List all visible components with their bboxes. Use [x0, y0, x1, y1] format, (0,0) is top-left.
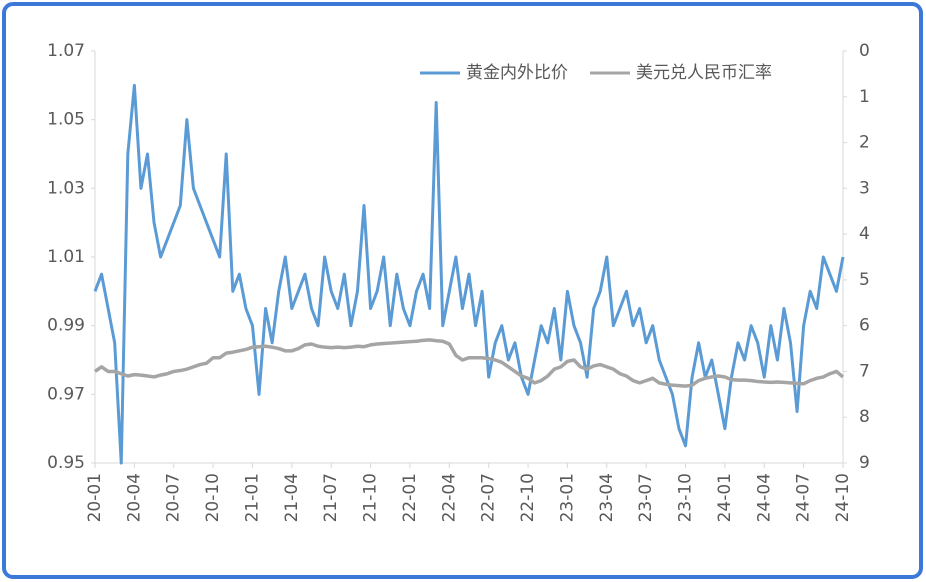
y2-tick-label: 9	[859, 453, 870, 473]
y2-tick-label: 6	[859, 316, 870, 336]
y-tick-label: 0.95	[47, 453, 85, 473]
x-tick-label: 22-10	[518, 473, 538, 522]
y-tick-label: 0.99	[47, 316, 85, 336]
y-tick-label: 1.07	[47, 41, 85, 61]
x-tick-label: 21-04	[282, 473, 302, 522]
y-tick-label: 0.97	[47, 384, 85, 404]
x-tick-label: 23-01	[557, 473, 577, 522]
x-tick-label: 24-10	[833, 473, 853, 522]
y2-tick-label: 2	[859, 133, 870, 153]
y-tick-label: 1.05	[47, 110, 85, 130]
x-tick-label: 23-04	[597, 473, 617, 522]
y2-tick-label: 3	[859, 178, 870, 198]
x-tick-label: 22-04	[439, 473, 459, 522]
y2-tick-label: 1	[859, 87, 870, 107]
y-tick-label: 1.03	[47, 178, 85, 198]
legend-label: 黄金内外比价	[466, 63, 568, 83]
x-tick-label: 22-07	[479, 473, 499, 522]
x-tick-label: 24-07	[794, 473, 814, 522]
legend-label: 美元兑人民币汇率	[636, 63, 772, 83]
x-tick-label: 23-07	[636, 473, 656, 522]
y-tick-label: 1.01	[47, 247, 85, 267]
x-tick-label: 24-04	[754, 473, 774, 522]
series-line	[93, 83, 845, 465]
x-tick-label: 22-01	[400, 473, 420, 522]
x-tick-label: 20-04	[124, 473, 144, 522]
x-tick-label: 21-01	[242, 473, 262, 522]
x-tick-label: 20-07	[164, 473, 184, 522]
x-tick-label: 20-01	[85, 473, 105, 522]
x-tick-label: 20-10	[203, 473, 223, 522]
series-line	[93, 338, 845, 388]
x-tick-label: 23-10	[676, 473, 696, 522]
y2-tick-label: 4	[859, 224, 870, 244]
y2-tick-label: 7	[859, 361, 870, 381]
y2-tick-label: 8	[859, 407, 870, 427]
x-tick-label: 21-07	[321, 473, 341, 522]
x-tick-label: 21-10	[361, 473, 381, 522]
x-tick-label: 24-01	[715, 473, 735, 522]
y2-tick-label: 0	[859, 41, 870, 61]
y2-tick-label: 5	[859, 270, 870, 290]
